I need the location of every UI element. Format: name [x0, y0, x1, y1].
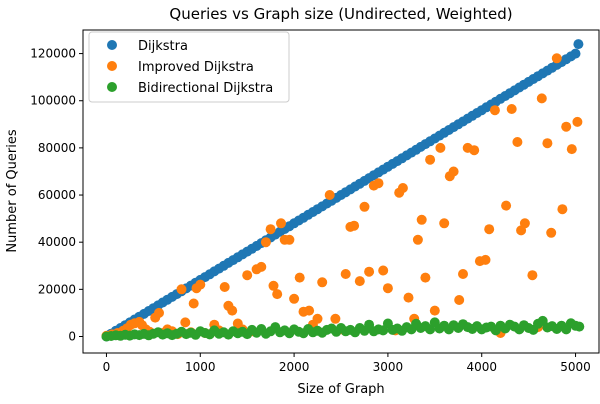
y-tick-label: 120000 [30, 47, 76, 61]
x-axis-ticks: 0 1000 2000 3000 4000 5000 [103, 353, 591, 374]
data-point [272, 289, 283, 300]
x-tick-label: 1000 [185, 360, 216, 374]
data-point [397, 183, 408, 193]
data-point [294, 272, 305, 283]
data-point [349, 220, 360, 231]
data-point [566, 144, 577, 155]
legend-box [88, 31, 290, 103]
data-point [527, 270, 538, 281]
x-tick-label: 4000 [466, 360, 497, 374]
data-point [312, 313, 323, 324]
data-point [284, 234, 295, 245]
data-point [340, 269, 351, 279]
data-point [519, 218, 530, 229]
data-point [416, 214, 427, 225]
data-point [557, 204, 568, 215]
data-point [256, 261, 267, 272]
y-tick-label: 20000 [38, 282, 76, 296]
data-point [219, 282, 230, 292]
data-point [382, 283, 393, 294]
data-point [425, 324, 436, 335]
data-point [439, 218, 450, 229]
data-point [489, 105, 500, 116]
data-point [403, 292, 414, 303]
data-point [546, 227, 557, 238]
data-point [373, 178, 384, 189]
series-dijkstra [101, 39, 584, 342]
y-tick-label: 100000 [30, 94, 76, 108]
y-tick-label: 0 [68, 329, 76, 343]
data-point [359, 201, 370, 212]
data-point [573, 39, 584, 50]
data-point [448, 166, 459, 177]
data-point [188, 298, 199, 309]
legend-label-improved-dijkstra: Improved Dijkstra [138, 60, 254, 75]
data-point [480, 254, 491, 265]
data-point [364, 266, 375, 277]
data-point [289, 293, 300, 304]
data-marks [101, 39, 585, 342]
x-axis-label: Size of Graph [297, 382, 384, 397]
data-point [195, 279, 206, 290]
data-point [561, 121, 572, 132]
data-point [458, 269, 468, 279]
y-tick-label: 40000 [38, 235, 76, 249]
data-point [378, 265, 389, 276]
data-point [570, 48, 581, 59]
data-point [265, 224, 276, 235]
data-point [330, 313, 341, 324]
data-point [501, 200, 512, 211]
y-tick-label: 80000 [38, 141, 76, 155]
data-point [412, 234, 423, 245]
chart-legend: Dijkstra Improved Dijkstra Bidirectional… [88, 31, 290, 103]
y-axis-label: Number of Queries [5, 129, 20, 252]
data-point [260, 237, 271, 248]
data-point [176, 284, 187, 295]
legend-label-bidirectional-dijkstra: Bidirectional Dijkstra [138, 81, 273, 96]
x-tick-label: 0 [103, 360, 111, 374]
data-point [242, 270, 253, 281]
data-point [542, 138, 553, 149]
x-tick-label: 2000 [279, 360, 310, 374]
data-point [268, 280, 279, 291]
x-tick-label: 5000 [560, 360, 591, 374]
data-point [425, 154, 436, 165]
y-tick-label: 60000 [38, 188, 76, 202]
data-point [354, 276, 365, 287]
data-point [324, 190, 335, 200]
plot-frame [82, 29, 600, 354]
data-point [454, 295, 465, 305]
data-point [574, 321, 585, 332]
data-point [317, 277, 328, 288]
x-tick-label: 3000 [373, 360, 404, 374]
data-point [469, 145, 480, 156]
data-point [227, 305, 238, 316]
series-bidirectional-dijkstra [101, 315, 585, 342]
data-point [484, 224, 495, 235]
data-point [536, 93, 547, 104]
data-point [180, 317, 191, 328]
data-point [304, 305, 315, 316]
legend-marker-dijkstra [107, 40, 117, 50]
legend-label-dijkstra: Dijkstra [138, 39, 188, 54]
data-point [429, 305, 440, 316]
data-point [572, 116, 583, 127]
data-point [420, 272, 431, 283]
data-point [154, 307, 164, 318]
data-point [276, 218, 286, 229]
legend-marker-bidirectional-dijkstra [107, 82, 117, 92]
chart-title: Queries vs Graph size (Undirected, Weigh… [169, 5, 512, 23]
data-point [506, 104, 517, 114]
data-point [512, 137, 523, 147]
legend-marker-improved-dijkstra [107, 61, 117, 71]
y-axis-ticks: 0 20000 40000 60000 80000 100000 120000 [30, 47, 83, 343]
data-point [435, 142, 446, 153]
data-point [551, 53, 562, 64]
